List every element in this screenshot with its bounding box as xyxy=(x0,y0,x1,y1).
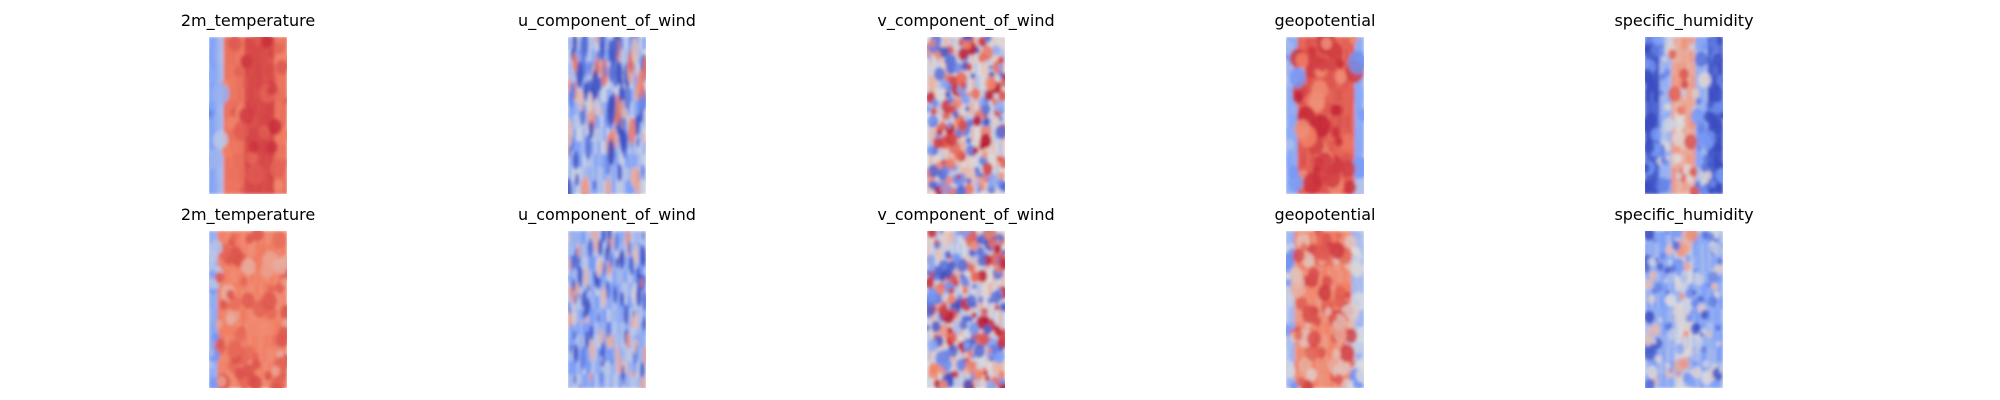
heatmap-image xyxy=(927,37,1005,194)
heatmap-panel: 2m_temperature xyxy=(181,205,315,388)
panel-title: geopotential xyxy=(1275,11,1376,30)
heatmap-panel: specific_humidity xyxy=(1614,11,1754,194)
heatmap-panel: geopotential xyxy=(1275,11,1376,194)
heatmap-image xyxy=(568,231,646,388)
panel-title: v_component_of_wind xyxy=(877,205,1054,225)
heatmap-image xyxy=(209,37,287,194)
heatmap-panel: specific_humidity xyxy=(1614,205,1754,388)
heatmap-image xyxy=(1286,37,1364,194)
panel-title: specific_humidity xyxy=(1614,205,1753,225)
heatmap-panel: geopotential xyxy=(1275,205,1376,388)
heatmap-image xyxy=(927,231,1005,388)
heatmap-image xyxy=(1645,37,1723,194)
heatmap-panel: v_component_of_wind xyxy=(877,11,1055,194)
panel-title: geopotential xyxy=(1275,205,1376,224)
heatmap-image xyxy=(568,37,646,194)
heatmap-image xyxy=(1286,231,1364,388)
panel-title: 2m_temperature xyxy=(181,11,315,31)
heatmap-image xyxy=(209,231,287,388)
heatmap-panel: 2m_temperature xyxy=(181,11,315,194)
heatmap-panel: v_component_of_wind xyxy=(877,205,1055,388)
heatmap-panel: u_component_of_wind xyxy=(518,205,696,388)
panel-title: specific_humidity xyxy=(1614,11,1753,31)
heatmap-image xyxy=(1645,231,1723,388)
panel-title: u_component_of_wind xyxy=(518,11,696,31)
heatmap-panel: u_component_of_wind xyxy=(518,11,696,194)
panel-title: 2m_temperature xyxy=(181,205,315,225)
panel-title: v_component_of_wind xyxy=(877,11,1054,31)
panel-title: u_component_of_wind xyxy=(518,205,696,225)
